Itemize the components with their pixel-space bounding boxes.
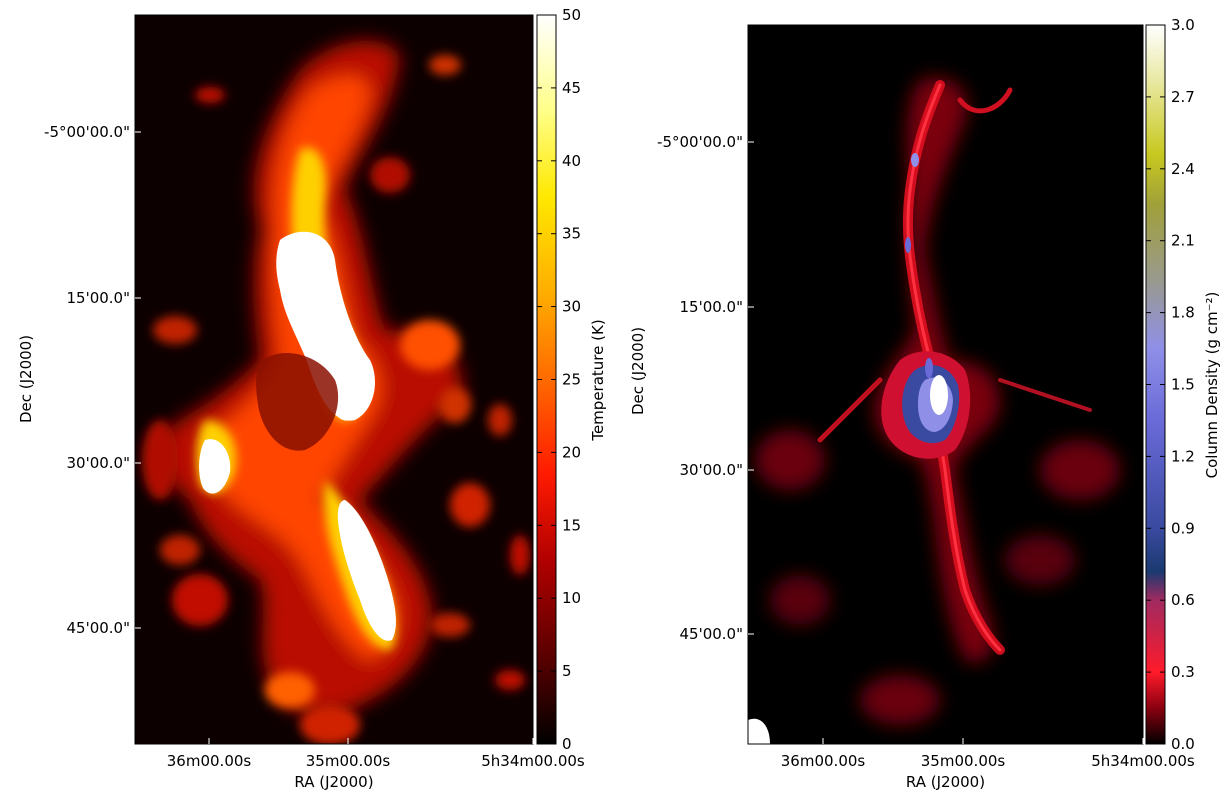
- column-density-map-panel: [747, 24, 1144, 745]
- colorbar-tick-label: 2.4: [1171, 160, 1195, 178]
- colorbar-tick-label: 35: [562, 225, 581, 243]
- colorbar-tick-label: 0.9: [1171, 519, 1195, 537]
- temperature-map-frame: [134, 14, 534, 745]
- temperature-colorbar: 0 5 10 15 20 25 30 35 40 45 50 Temperature (K): [536, 6, 607, 753]
- column-density-map-frame: [747, 24, 1144, 745]
- colorbar-tick-label: 1.8: [1171, 304, 1195, 322]
- y-tick-label: 45'00.0": [66, 619, 130, 637]
- x-axis-title: RA (J2000): [294, 773, 373, 791]
- y-tick-label: 15'00.0": [66, 289, 130, 307]
- y-tick-label: 15'00.0": [679, 298, 743, 316]
- x-axis-title: RA (J2000): [906, 773, 985, 791]
- column-density-colorbar-ticks: 0.0 0.3 0.6 0.9 1.2 1.5 1.8 2.1 2.4 2.7 3.0: [1146, 16, 1195, 753]
- colorbar-tick-label: 0.3: [1171, 663, 1195, 681]
- y-axis-title: Dec (J2000): [629, 327, 647, 415]
- colorbar-tick-label: 2.1: [1171, 232, 1195, 250]
- x-tick-label: 35m00.00s: [921, 752, 1006, 770]
- colorbar-tick-label: 45: [562, 79, 581, 97]
- column-density-map-axes: 36m00.00s 35m00.00s 5h34m00.00s -5°00'00.0"…: [629, 133, 1195, 791]
- colorbar-tick-label: 1.5: [1171, 376, 1195, 394]
- y-tick-label: -5°00'00.0": [44, 123, 130, 141]
- colorbar-tick-label: 40: [562, 152, 581, 170]
- colorbar-tick-label: 30: [562, 298, 581, 316]
- y-tick-label: 30'00.0": [66, 454, 130, 472]
- temperature-map-panel: [134, 14, 534, 745]
- temperature-colorbar-label: Temperature (K): [589, 319, 607, 441]
- colorbar-tick-label: 2.7: [1171, 88, 1195, 106]
- colorbar-tick-label: 0.0: [1171, 735, 1195, 753]
- colorbar-tick-label: 15: [562, 516, 581, 534]
- y-tick-label: 45'00.0": [679, 625, 743, 643]
- colorbar-tick-label: 25: [562, 371, 581, 389]
- x-tick-label: 5h34m00.00s: [1091, 752, 1195, 770]
- colorbar-tick-label: 50: [562, 6, 581, 24]
- y-tick-label: 30'00.0": [679, 461, 743, 479]
- x-tick-label: 35m00.00s: [306, 752, 391, 770]
- colorbar-tick-label: 10: [562, 589, 581, 607]
- colorbar-tick-label: 0: [562, 735, 572, 753]
- y-tick-label: -5°00'00.0": [657, 133, 743, 151]
- temperature-map-axes: 36m00.00s 35m00.00s 5h34m00.00s -5°00'00.0"…: [17, 123, 585, 791]
- x-tick-label: 36m00.00s: [781, 752, 866, 770]
- x-tick-label: 5h34m00.00s: [481, 752, 585, 770]
- colorbar-tick-label: 20: [562, 443, 581, 461]
- x-tick-label: 36m00.00s: [167, 752, 252, 770]
- colorbar-tick-label: 0.6: [1171, 591, 1195, 609]
- column-density-colorbar-label: Column Density (g cm⁻²): [1203, 292, 1221, 479]
- colorbar-tick-label: 1.2: [1171, 447, 1195, 465]
- column-density-colorbar: 0.0 0.3 0.6 0.9 1.2 1.5 1.8 2.1 2.4 2.7 3.0 Column…: [1145, 16, 1221, 753]
- column-density-map-emission: [748, 77, 1120, 744]
- colorbar-tick-label: 5: [562, 662, 572, 680]
- temperature-map-emission: [142, 40, 530, 744]
- colorbar-tick-label: 3.0: [1171, 16, 1195, 34]
- temperature-colorbar-ticks: 0 5 10 15 20 25 30 35 40 45 50: [537, 6, 581, 753]
- y-axis-title: Dec (J2000): [17, 335, 35, 423]
